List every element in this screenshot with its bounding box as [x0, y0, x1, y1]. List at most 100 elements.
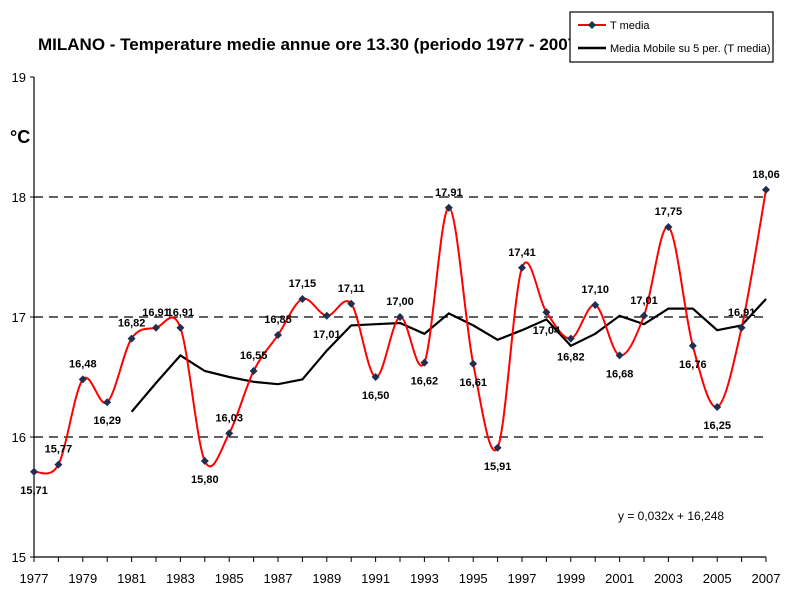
t-media-point [152, 323, 160, 332]
t-media-point [640, 311, 648, 320]
data-label: 16,48 [69, 358, 97, 370]
x-tick-label: 2001 [605, 571, 634, 586]
data-label: 16,03 [215, 412, 243, 424]
t-media-point [78, 375, 87, 384]
t-media-point [127, 334, 136, 343]
x-tick-label: 1983 [166, 571, 195, 586]
legend-label-moving-average: Media Mobile su 5 per. (T media) [610, 43, 771, 55]
y-tick-label: 16 [12, 430, 26, 445]
data-label: 17,04 [533, 325, 561, 337]
moving-average-line [130, 298, 767, 413]
t-media-point [664, 223, 673, 231]
t-media-point [713, 403, 722, 411]
x-tick-label: 2003 [654, 571, 683, 586]
legend-marker-t-media [588, 21, 596, 29]
t-media-line [33, 189, 767, 475]
t-media-point [396, 313, 404, 321]
x-tick-label: 1977 [20, 571, 49, 586]
t-media-point [103, 398, 112, 407]
data-label: 15,80 [191, 474, 219, 486]
y-axis-label: °C [10, 127, 30, 147]
data-label: 17,01 [630, 295, 658, 307]
t-media-point [54, 460, 63, 469]
tick-labels: 15 16 17 18 19 1977 1979 1981 1983 1985 1987 1989 19… [12, 70, 781, 586]
data-label: 16,82 [118, 318, 146, 330]
t-media-point [615, 351, 624, 360]
t-media-point [322, 311, 331, 320]
t-media-point [493, 443, 502, 452]
t-media-point [298, 295, 307, 303]
data-label: 17,41 [508, 247, 536, 259]
data-label: 16,62 [411, 376, 439, 388]
y-tick-label: 15 [12, 550, 26, 565]
t-media-point [737, 323, 746, 332]
moving-average-series [130, 298, 767, 413]
t-media-point [566, 334, 575, 343]
data-label: 15,91 [484, 461, 512, 473]
data-label: 16,50 [362, 390, 390, 402]
data-label: 17,15 [289, 278, 317, 290]
x-tick-label: 1981 [117, 571, 146, 586]
x-tick-label: 1987 [264, 571, 293, 586]
t-media-point [688, 341, 697, 350]
x-tick-label: 1989 [312, 571, 341, 586]
x-tick-label: 1985 [215, 571, 244, 586]
t-media-point [30, 467, 38, 476]
legend: T media Media Mobile su 5 per. (T media) [569, 11, 774, 63]
data-label: 16,55 [240, 350, 268, 362]
y-tick-label: 19 [12, 70, 26, 85]
data-label: 16,91 [167, 307, 195, 319]
legend-label-t-media: T media [610, 20, 650, 32]
t-media-series [30, 185, 770, 476]
y-tick-label: 17 [12, 310, 26, 325]
data-label: 17,00 [386, 296, 414, 308]
t-media-point [518, 263, 526, 272]
x-tick-label: 1979 [68, 571, 97, 586]
t-media-point [591, 301, 600, 309]
data-label: 16,25 [703, 420, 731, 432]
data-label: 15,71 [20, 485, 48, 497]
data-label: 17,10 [581, 284, 609, 296]
t-media-point [444, 203, 453, 212]
t-media-point [469, 359, 478, 368]
t-media-point [762, 185, 770, 194]
t-media-point [225, 429, 234, 438]
data-label: 16,85 [264, 314, 292, 326]
data-label: 16,91 [142, 307, 170, 319]
y-tick-label: 18 [12, 190, 26, 205]
t-media-point [347, 299, 356, 308]
data-label: 15,77 [45, 444, 73, 456]
x-tick-label: 2005 [703, 571, 732, 586]
data-label: 17,75 [655, 206, 683, 218]
data-label: 16,82 [557, 352, 585, 364]
data-label: 16,68 [606, 368, 634, 380]
t-media-point [249, 367, 258, 375]
data-label: 16,76 [679, 359, 707, 371]
t-media-point [274, 331, 282, 339]
t-media-point [420, 358, 429, 367]
x-tick-label: 1995 [459, 571, 488, 586]
data-label: 18,06 [752, 169, 780, 181]
chart-title: MILANO - Temperature medie annue ore 13.… [38, 35, 583, 54]
x-tick-label: 2007 [752, 571, 781, 586]
data-labels: 15,7115,7716,4816,2916,8216,9116,9115,80… [20, 169, 780, 497]
data-label: 16,29 [93, 415, 121, 427]
data-label: 17,11 [338, 283, 365, 295]
data-label: 17,01 [313, 329, 341, 341]
x-tick-label: 1999 [556, 571, 585, 586]
axes [30, 76, 767, 562]
data-label: 17,91 [435, 187, 463, 199]
legend-box [569, 11, 774, 63]
x-tick-label: 1991 [361, 571, 390, 586]
data-label: 16,61 [459, 377, 487, 389]
x-tick-label: 1997 [508, 571, 537, 586]
t-media-point [542, 308, 551, 317]
t-media-point [200, 457, 209, 465]
data-label: 16,91 [728, 307, 756, 319]
x-tick-label: 1993 [410, 571, 439, 586]
t-media-point [371, 373, 380, 381]
t-media-point [176, 323, 185, 332]
trendline-equation: y = 0,032x + 16,248 [618, 509, 724, 523]
